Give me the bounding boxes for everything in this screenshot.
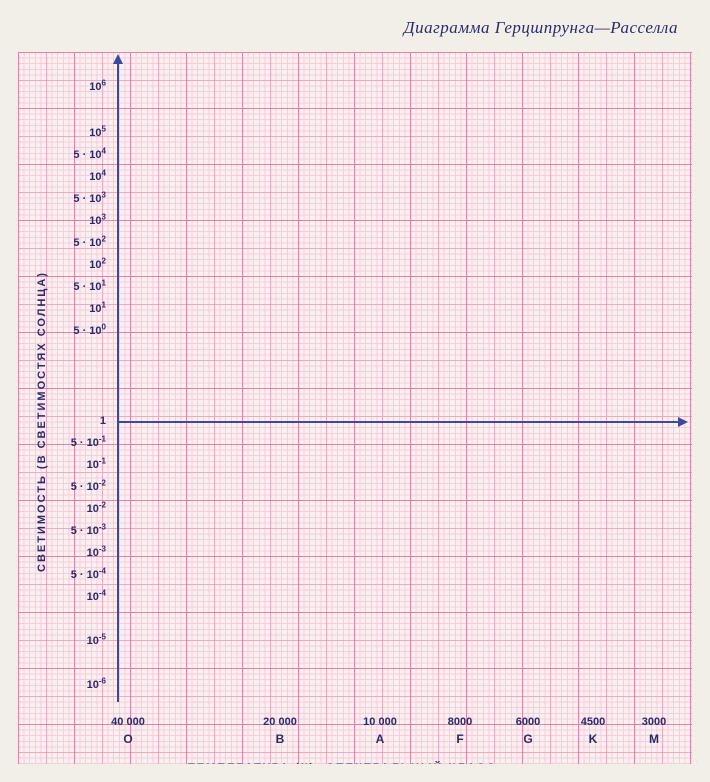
y-tick-label: 10-4 xyxy=(46,591,106,603)
y-tick-label: 102 xyxy=(46,259,106,271)
y-tick-label: 10-1 xyxy=(46,459,106,471)
page: Диаграмма Герцшпрунга—Расселла 106 105 5 ·… xyxy=(0,0,710,782)
x-tick-temperature: 3000 xyxy=(624,716,684,728)
x-tick-spectral-class: O xyxy=(118,732,138,746)
y-tick-label: 1 xyxy=(46,415,106,427)
y-tick-label: 5 · 101 xyxy=(46,281,106,293)
y-tick-label: 103 xyxy=(46,215,106,227)
y-tick-label: 5 · 10-3 xyxy=(46,525,106,537)
x-tick-temperature: 4500 xyxy=(563,716,623,728)
y-axis-title: СВЕТИМОСТЬ (В СВЕТИМОСТЯХ СОЛНЦА) xyxy=(36,271,48,572)
y-tick-label: 5 · 103 xyxy=(46,193,106,205)
y-tick-label: 5 · 10-4 xyxy=(46,569,106,581)
x-tick-spectral-class: B xyxy=(270,732,290,746)
y-tick-label: 10-3 xyxy=(46,547,106,559)
x-tick-spectral-class: F xyxy=(450,732,470,746)
hr-diagram-plot: 106 105 5 · 104 104 5 · 103 103 5 · 102 102 5 · … xyxy=(18,52,692,764)
y-tick-label: 10-6 xyxy=(46,679,106,691)
x-tick-spectral-class: K xyxy=(583,732,603,746)
x-tick-temperature: 6000 xyxy=(498,716,558,728)
y-tick-label: 104 xyxy=(46,171,106,183)
x-tick-temperature: 10 000 xyxy=(350,716,410,728)
y-tick-label: 10-2 xyxy=(46,503,106,515)
y-tick-label: 106 xyxy=(46,81,106,93)
y-tick-label: 101 xyxy=(46,303,106,315)
x-tick-spectral-class: G xyxy=(518,732,538,746)
y-axis-arrow-icon xyxy=(113,54,123,64)
y-tick-label: 5 · 102 xyxy=(46,237,106,249)
y-axis-line xyxy=(117,62,119,702)
y-tick-label: 5 · 104 xyxy=(46,149,106,161)
grid-major xyxy=(18,52,692,764)
chart-title: Диаграмма Герцшпрунга—Расселла xyxy=(404,18,678,38)
y-tick-label: 105 xyxy=(46,127,106,139)
y-tick-label: 5 · 10-1 xyxy=(46,437,106,449)
y-tick-label: 5 · 100 xyxy=(46,325,106,337)
x-tick-temperature: 20 000 xyxy=(250,716,310,728)
y-tick-label: 5 · 10-2 xyxy=(46,481,106,493)
x-tick-spectral-class: M xyxy=(644,732,664,746)
x-tick-temperature: 40 000 xyxy=(98,716,158,728)
x-tick-temperature: 8000 xyxy=(430,716,490,728)
x-axis-title: ТЕМПЕРАТУРА (К); СПЕКТРАЛЬНЫЙ КЛАСС xyxy=(188,762,497,764)
x-tick-spectral-class: A xyxy=(370,732,390,746)
y-tick-label: 10-5 xyxy=(46,635,106,647)
x-axis-line xyxy=(118,421,678,423)
x-axis-arrow-icon xyxy=(678,417,688,427)
